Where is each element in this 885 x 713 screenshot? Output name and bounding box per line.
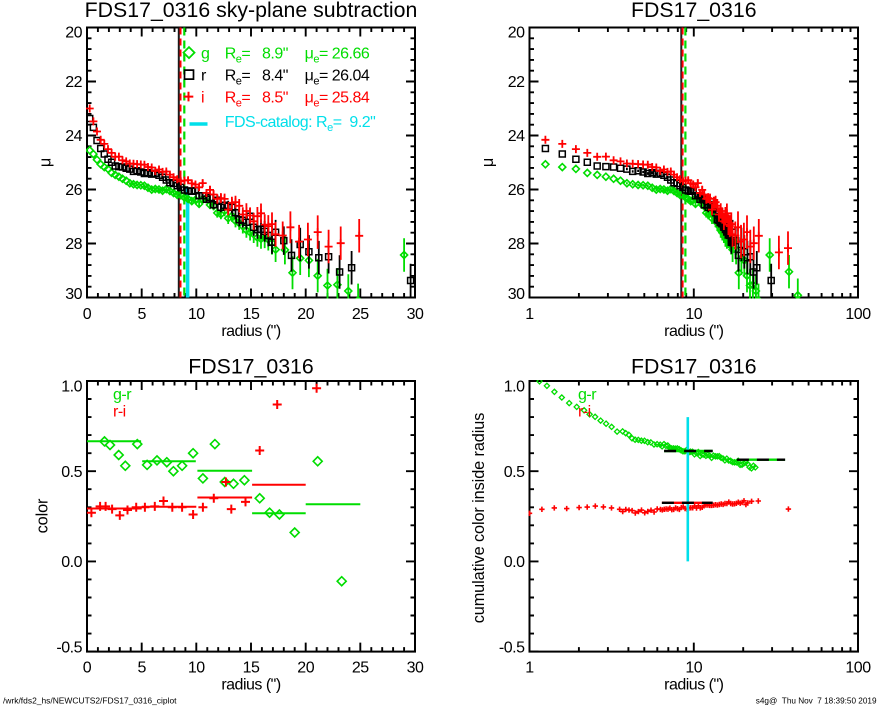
svg-text:-0.5: -0.5 — [499, 640, 525, 657]
svg-text:30: 30 — [407, 306, 424, 323]
svg-text:0.5: 0.5 — [61, 464, 82, 481]
svg-text:s4g@ Thu Nov 7 18:39:50 2019: s4g@ Thu Nov 7 18:39:50 2019 — [756, 697, 877, 706]
svg-text:g: g — [201, 46, 209, 63]
svg-text:cumulative color inside radius: cumulative color inside radius — [470, 413, 488, 624]
svg-text:FDS17_0316: FDS17_0316 — [631, 0, 757, 22]
svg-text:20: 20 — [65, 24, 82, 41]
svg-text:/wrk/fds2_hs/NEWCUTS2/FDS17_03: /wrk/fds2_hs/NEWCUTS2/FDS17_0316_ciplot — [3, 696, 177, 706]
svg-text:10: 10 — [685, 306, 702, 323]
svg-text:25: 25 — [352, 306, 369, 323]
svg-text:0.5: 0.5 — [504, 464, 525, 481]
svg-text:100: 100 — [845, 660, 871, 677]
svg-text:Re=: Re= — [225, 90, 251, 110]
svg-text:color: color — [34, 498, 52, 533]
svg-text:30: 30 — [508, 286, 525, 303]
svg-text:1.0: 1.0 — [504, 378, 525, 395]
svg-text:1: 1 — [525, 660, 534, 677]
svg-text:25: 25 — [352, 660, 369, 677]
svg-text:μ: μ — [37, 158, 55, 167]
svg-text:-0.5: -0.5 — [56, 640, 82, 657]
svg-text:radius ("): radius (") — [664, 323, 724, 340]
svg-text:22: 22 — [65, 74, 82, 91]
svg-text:μ: μ — [479, 158, 497, 167]
svg-text:0: 0 — [83, 306, 92, 323]
svg-text:radius ("): radius (") — [221, 323, 281, 340]
svg-text:28: 28 — [65, 236, 82, 253]
svg-text:FDS17_0316: FDS17_0316 — [631, 355, 757, 379]
svg-text:28: 28 — [508, 236, 525, 253]
svg-text:15: 15 — [243, 660, 260, 677]
svg-text:μe= 26.66: μe= 26.66 — [305, 46, 370, 66]
svg-text:20: 20 — [508, 24, 525, 41]
svg-text:8.4": 8.4" — [262, 68, 288, 85]
svg-text:10: 10 — [685, 660, 702, 677]
svg-text:8.9": 8.9" — [262, 46, 288, 63]
svg-text:5: 5 — [137, 660, 146, 677]
svg-text:g-r: g-r — [578, 387, 597, 404]
svg-text:20: 20 — [297, 660, 314, 677]
svg-text:FDS17_0316: FDS17_0316 — [188, 355, 314, 379]
svg-text:0: 0 — [83, 660, 92, 677]
svg-text:radius ("): radius (") — [221, 677, 281, 694]
svg-text:5: 5 — [137, 306, 146, 323]
svg-text:100: 100 — [845, 306, 871, 323]
svg-text:1: 1 — [525, 306, 534, 323]
svg-text:8.5": 8.5" — [262, 90, 288, 107]
svg-text:r-i: r-i — [113, 404, 126, 421]
svg-text:24: 24 — [65, 128, 82, 145]
svg-text:r: r — [201, 68, 207, 85]
svg-text:FDS17_0316 sky-plane subtracti: FDS17_0316 sky-plane subtraction — [85, 0, 418, 22]
svg-text:30: 30 — [407, 660, 424, 677]
svg-text:10: 10 — [188, 306, 205, 323]
svg-text:1.0: 1.0 — [61, 378, 82, 395]
svg-text:μe= 25.84: μe= 25.84 — [305, 90, 370, 110]
svg-text:22: 22 — [508, 74, 525, 91]
svg-text:30: 30 — [65, 286, 82, 303]
svg-text:i: i — [201, 90, 204, 107]
svg-text:radius ("): radius (") — [664, 677, 724, 694]
svg-text:0.0: 0.0 — [504, 554, 525, 571]
svg-text:24: 24 — [508, 128, 525, 145]
svg-text:FDS-catalog: Re= 9.2": FDS-catalog: Re= 9.2" — [225, 114, 376, 134]
svg-text:g-r: g-r — [113, 387, 132, 404]
svg-text:20: 20 — [297, 306, 314, 323]
svg-text:26: 26 — [65, 182, 82, 199]
svg-text:Re=: Re= — [225, 68, 251, 88]
svg-text:μe= 26.04: μe= 26.04 — [305, 68, 370, 88]
svg-text:15: 15 — [243, 306, 260, 323]
svg-text:10: 10 — [188, 660, 205, 677]
svg-text:0.0: 0.0 — [61, 554, 82, 571]
svg-text:26: 26 — [508, 182, 525, 199]
svg-text:r-i: r-i — [578, 404, 591, 421]
svg-text:Re=: Re= — [225, 46, 251, 66]
